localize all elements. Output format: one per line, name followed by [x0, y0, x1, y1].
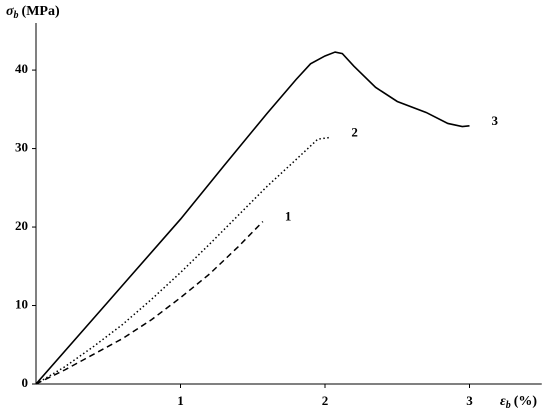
x-label-subscript: b [506, 400, 511, 411]
y-tick-label: 20 [15, 218, 28, 233]
series-line [35, 136, 330, 385]
y-label-unit: (MPa) [22, 4, 60, 19]
x-label-symbol: ε [500, 394, 506, 409]
y-label-subscript: b [14, 10, 19, 21]
y-tick-label: 30 [15, 140, 28, 155]
x-tick-label: 2 [322, 393, 329, 408]
x-tick-label: 3 [466, 393, 473, 408]
y-tick-label: 10 [15, 297, 28, 312]
y-tick-label: 40 [15, 61, 28, 76]
series-label: 1 [285, 209, 292, 224]
y-axis-label: σb (MPa) [6, 4, 60, 21]
series-line [35, 51, 470, 385]
series-label: 2 [351, 125, 358, 140]
y-label-symbol: σ [6, 4, 14, 19]
x-axis-label: εb (%) [500, 394, 537, 411]
series-label: 3 [492, 113, 499, 128]
x-label-unit: (%) [514, 394, 538, 409]
y-tick-label: 0 [22, 375, 29, 390]
series-line [35, 221, 264, 385]
x-tick-label: 1 [177, 393, 184, 408]
